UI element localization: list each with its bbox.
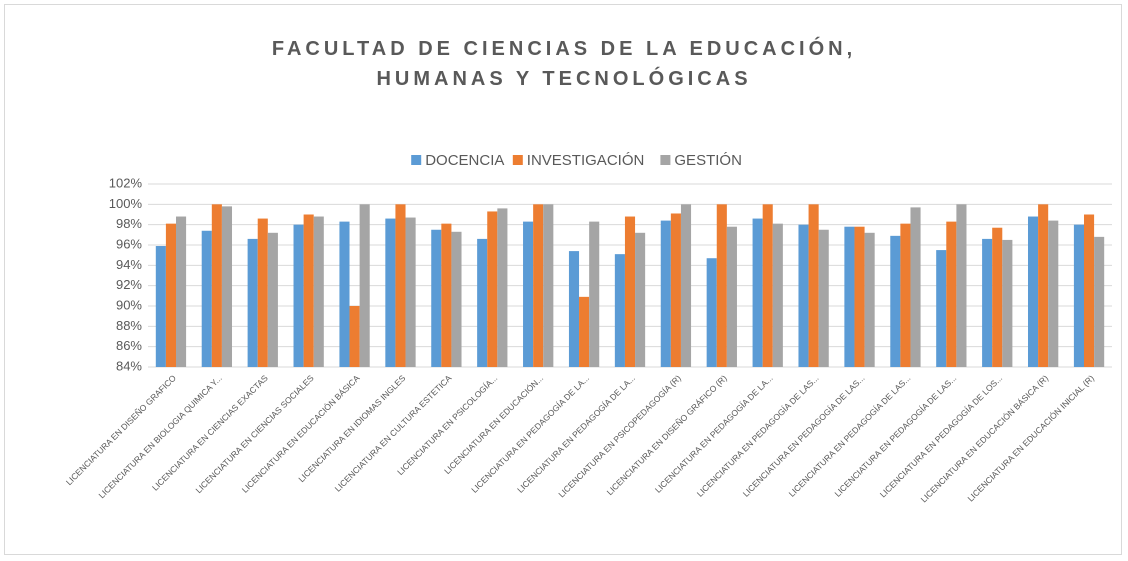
bar <box>956 204 967 367</box>
chart-title: FACULTAD DE CIENCIAS DE LA EDUCACIÓN, HU… <box>271 38 857 90</box>
bar <box>385 218 396 367</box>
bar <box>349 306 360 367</box>
bar <box>405 217 416 367</box>
bar <box>523 221 534 367</box>
bar <box>614 254 625 367</box>
y-tick-label: 88% <box>116 318 142 333</box>
bar <box>680 204 692 367</box>
y-tick-label: 102% <box>109 175 143 190</box>
bar <box>818 229 829 367</box>
bar <box>726 226 737 367</box>
bar <box>568 251 580 367</box>
legend-swatch <box>512 155 523 165</box>
legend-swatch <box>660 155 671 165</box>
y-tick-label: 84% <box>116 358 142 373</box>
bar <box>808 204 819 367</box>
y-tick-label: 94% <box>116 257 142 272</box>
bar <box>221 206 233 367</box>
bar <box>176 216 187 367</box>
y-tick-label: 100% <box>109 196 143 211</box>
bar <box>1073 224 1084 367</box>
bar <box>155 246 166 367</box>
bar <box>844 226 855 367</box>
bar <box>257 218 268 367</box>
bar <box>487 211 498 367</box>
bar <box>477 238 488 367</box>
bar <box>762 204 773 367</box>
bar <box>854 226 865 367</box>
legend-label: INVESTIGACIÓN <box>527 152 645 169</box>
bar <box>1038 204 1049 367</box>
bar <box>670 213 681 367</box>
bar <box>451 231 462 367</box>
x-tick-label: LICENCIATURA EN PSICOLOGÍA... <box>395 373 499 477</box>
bar <box>798 224 809 367</box>
bar <box>706 258 717 367</box>
bar <box>543 204 554 367</box>
bar <box>267 232 278 367</box>
y-tick-label: 92% <box>116 277 142 292</box>
bar <box>441 223 452 367</box>
chart-border <box>4 4 1122 555</box>
bar <box>303 214 314 367</box>
y-tick-label: 90% <box>116 297 142 312</box>
bar <box>864 232 875 367</box>
bar <box>752 218 763 367</box>
bar <box>247 238 258 367</box>
bar <box>293 224 304 367</box>
bar <box>165 223 177 367</box>
legend-label: DOCENCIA <box>425 152 504 169</box>
bar <box>936 250 947 367</box>
y-tick-label: 98% <box>116 216 142 231</box>
bar <box>1027 216 1039 367</box>
bar <box>624 216 636 367</box>
y-tick-label: 96% <box>116 236 142 251</box>
bar <box>635 232 646 367</box>
bar <box>431 229 442 367</box>
bar <box>946 221 957 367</box>
bar <box>1048 220 1059 367</box>
bar <box>497 208 508 367</box>
bar <box>395 204 406 367</box>
bar <box>339 221 350 367</box>
y-tick-label: 86% <box>116 338 142 353</box>
bar <box>201 230 212 367</box>
bar <box>589 221 600 367</box>
bar <box>890 235 901 367</box>
bar <box>910 207 921 367</box>
bar <box>716 204 727 367</box>
bar <box>660 220 671 367</box>
bar <box>313 216 324 367</box>
x-tick-label: LICENCIATURA EN EDUCACIÓN... <box>442 373 545 476</box>
legend-label: GESTIÓN <box>674 152 742 169</box>
bar <box>1083 214 1095 367</box>
bar <box>359 204 370 367</box>
bar <box>579 296 590 367</box>
bar <box>533 204 544 367</box>
bar <box>1002 239 1013 367</box>
bar <box>211 204 222 367</box>
bar <box>992 227 1003 367</box>
legend-swatch <box>411 155 422 165</box>
bar <box>982 238 993 367</box>
bar <box>900 223 911 367</box>
bar <box>1094 236 1105 367</box>
bar <box>772 223 783 367</box>
